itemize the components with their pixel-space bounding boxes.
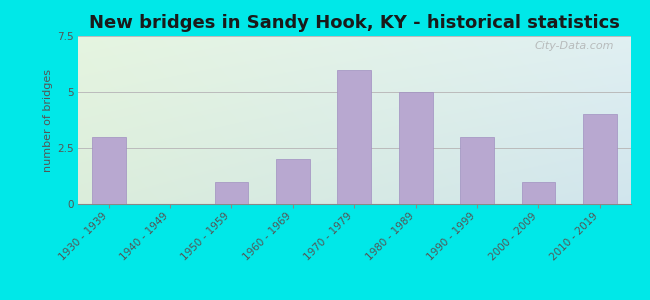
Bar: [214, 182, 248, 204]
Bar: [92, 137, 125, 204]
Bar: [521, 182, 555, 204]
Title: New bridges in Sandy Hook, KY - historical statistics: New bridges in Sandy Hook, KY - historic…: [89, 14, 619, 32]
Text: City-Data.com: City-Data.com: [534, 41, 614, 51]
Bar: [276, 159, 310, 204]
Bar: [398, 92, 432, 204]
Y-axis label: number of bridges: number of bridges: [43, 68, 53, 172]
Bar: [460, 137, 494, 204]
Bar: [583, 114, 617, 204]
Bar: [337, 70, 371, 204]
